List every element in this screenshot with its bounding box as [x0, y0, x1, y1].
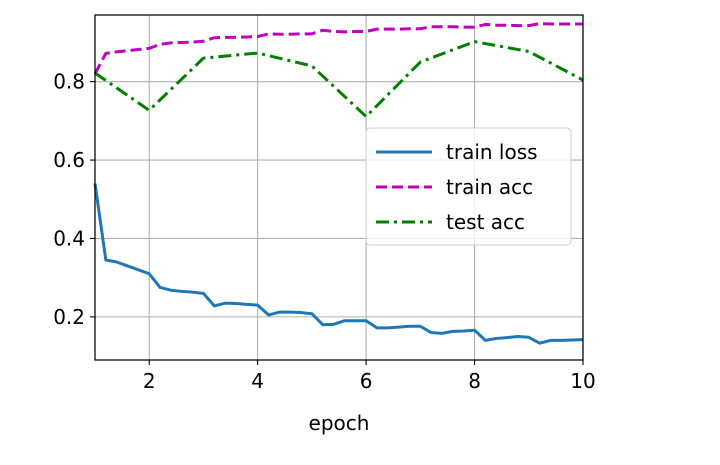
y-tick-label: 0.6	[53, 148, 85, 172]
legend-label: train acc	[446, 175, 533, 199]
plot-frame	[94, 14, 584, 361]
x-axis-title: epoch	[309, 411, 370, 435]
x-tick-label: 4	[251, 369, 264, 393]
x-tick-label: 8	[468, 369, 481, 393]
y-tick-label: 0.2	[53, 305, 85, 329]
series-line-test-acc	[94, 40, 584, 119]
series-line-train-loss	[93, 183, 584, 345]
x-tick-label: 2	[143, 369, 156, 393]
legend-label: test acc	[446, 210, 525, 234]
series-layer	[93, 22, 584, 345]
legend-box	[365, 127, 572, 246]
legend: train loss train acc test acc	[365, 127, 572, 246]
y-tick-label: 0.8	[53, 70, 85, 94]
y-tick-label: 0.4	[53, 226, 85, 250]
x-tick-label: 10	[570, 369, 595, 393]
series-line-train-acc	[93, 22, 583, 75]
x-tick-label: 6	[360, 369, 373, 393]
ticks: 2 4 6 8 10 0.2 0.4 0.6 0.8	[53, 70, 596, 393]
legend-label: train loss	[446, 140, 538, 164]
